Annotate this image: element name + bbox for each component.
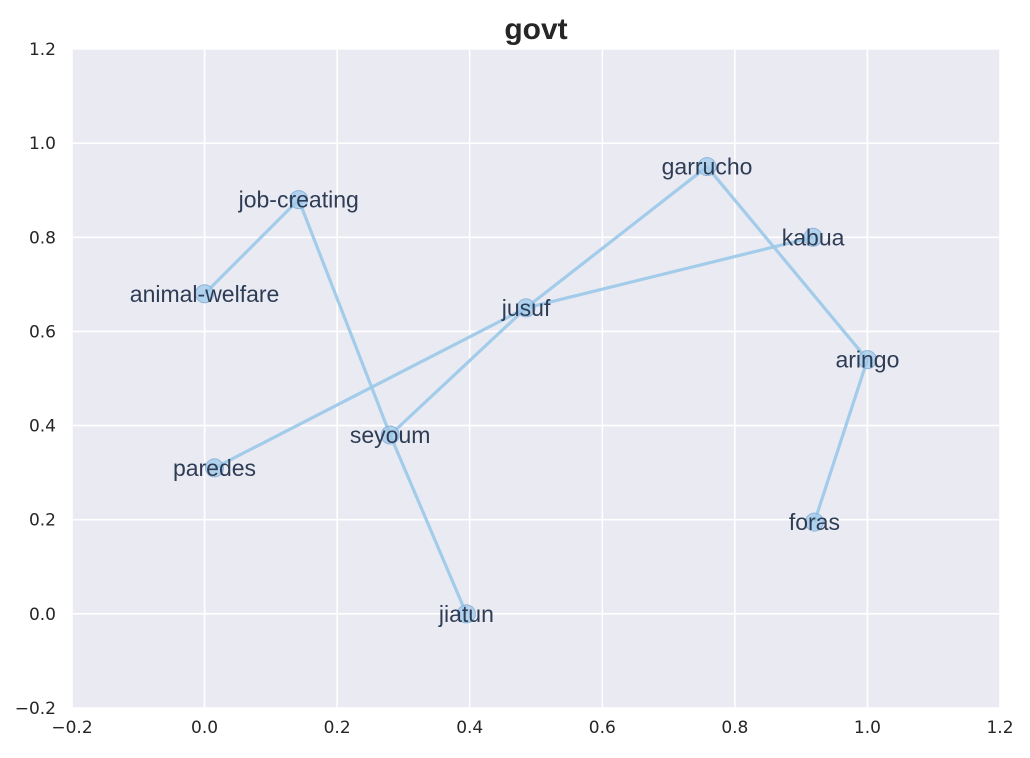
y-tick-label: 1.2 [29,40,56,60]
x-tick-label: −0.2 [51,718,92,738]
grid-lines [71,48,1001,709]
y-tick-label: 0.0 [29,605,56,625]
data-point [803,227,823,247]
y-tick-label: 0.6 [29,322,56,342]
data-point [456,604,476,624]
y-tick-label: −0.2 [15,699,56,719]
x-tick-label: 0.2 [324,718,351,738]
data-point [516,298,536,318]
point-label: kabua [782,224,845,250]
plot-area [72,49,1000,708]
data-point [697,157,717,177]
point-label: animal-welfare [130,281,280,307]
x-tick-label: 0.6 [589,718,616,738]
x-tick-label: 1.2 [986,718,1013,738]
point-label: aringo [835,347,899,373]
y-tick-label: 0.2 [29,511,56,531]
point-label: job-creating [238,187,359,213]
data-point [195,284,215,304]
y-tick-label: 0.4 [29,417,56,437]
chart-title: govt [504,13,567,46]
data-markers [195,157,877,624]
data-point [205,458,225,478]
point-labels: animal-welfare job-creating seyoum jiatun pa… [130,154,900,627]
data-point [804,512,824,532]
x-tick-label: 0.4 [456,718,483,738]
data-point [289,190,309,210]
point-label: foras [789,509,840,535]
x-tick-label: 1.0 [854,718,881,738]
x-tick-label: 0.0 [191,718,218,738]
point-label: paredes [173,455,256,481]
point-label: jusuf [501,295,551,321]
x-tick-label: 0.8 [721,718,748,738]
data-point [380,425,400,445]
point-label: jiatun [438,601,494,627]
y-axis-ticks: −0.2 0.0 0.2 0.4 0.6 0.8 1.0 1.2 [15,40,56,719]
y-tick-label: 1.0 [29,134,56,154]
y-tick-label: 0.8 [29,228,56,248]
data-point [857,350,877,370]
series-line [203,198,468,615]
x-axis-ticks: −0.2 0.0 0.2 0.4 0.6 0.8 1.0 1.2 [51,718,1013,738]
point-label: garrucho [662,154,753,180]
point-label: seyoum [350,422,431,448]
